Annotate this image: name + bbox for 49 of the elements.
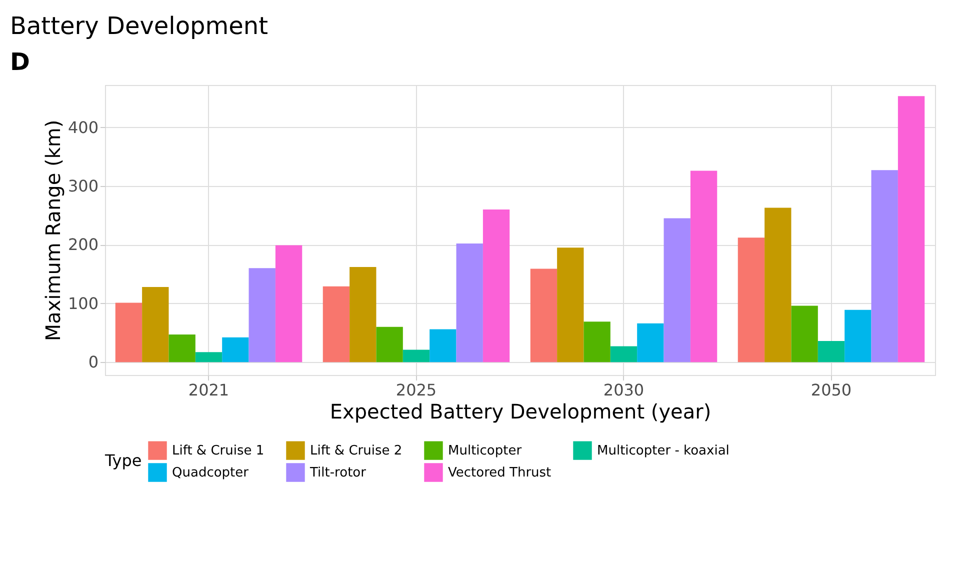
x-tick-label: 2021	[188, 380, 230, 400]
bar	[738, 238, 765, 362]
bar	[430, 329, 456, 362]
bar	[402, 350, 430, 362]
bar	[871, 170, 898, 362]
legend-label: Vectored Thrust	[448, 466, 552, 480]
bar	[482, 209, 510, 362]
bar	[142, 286, 169, 362]
chart-title: Battery Development	[10, 12, 268, 40]
x-tick-label: 2030	[603, 380, 644, 400]
y-tick-label: 100	[68, 294, 98, 313]
bar	[584, 322, 610, 362]
y-tick-label: 300	[68, 176, 98, 196]
y-axis-title: Maximum Range (km)	[40, 120, 65, 342]
bar	[168, 334, 196, 362]
bar	[275, 245, 302, 362]
y-tick-label: 400	[68, 118, 98, 137]
legend-label: Multicopter - koaxial	[597, 444, 730, 459]
legend-label: Tilt-rotor	[309, 466, 367, 480]
bar	[690, 170, 718, 362]
bar	[530, 268, 558, 362]
bar	[637, 323, 664, 362]
legend-label: Multicopter	[448, 444, 522, 459]
bar	[557, 248, 584, 362]
x-tick-label: 2025	[396, 380, 437, 400]
bar	[115, 302, 142, 362]
x-axis-title: Expected Battery Development (year)	[330, 400, 712, 424]
y-tick-label: 200	[68, 235, 98, 254]
bar	[664, 218, 690, 362]
bar	[898, 96, 925, 362]
text: D	[10, 48, 30, 76]
bar	[248, 268, 276, 362]
bar	[764, 208, 792, 362]
bar	[350, 266, 376, 362]
legend-label: Lift & Cruise 1	[172, 444, 264, 459]
legend-label: Quadcopter	[172, 466, 250, 480]
bar	[376, 326, 403, 362]
bar	[818, 340, 845, 362]
bar	[222, 337, 249, 362]
bar	[322, 286, 350, 362]
bar	[791, 306, 818, 362]
x-tick-label: 2050	[810, 380, 852, 400]
bar	[195, 352, 222, 362]
bar	[456, 244, 483, 362]
legend-label: Lift & Cruise 2	[310, 444, 402, 459]
legend-title: Type	[104, 451, 142, 470]
bar	[610, 346, 638, 362]
y-tick-label: 0	[88, 352, 98, 372]
bar	[844, 310, 872, 362]
